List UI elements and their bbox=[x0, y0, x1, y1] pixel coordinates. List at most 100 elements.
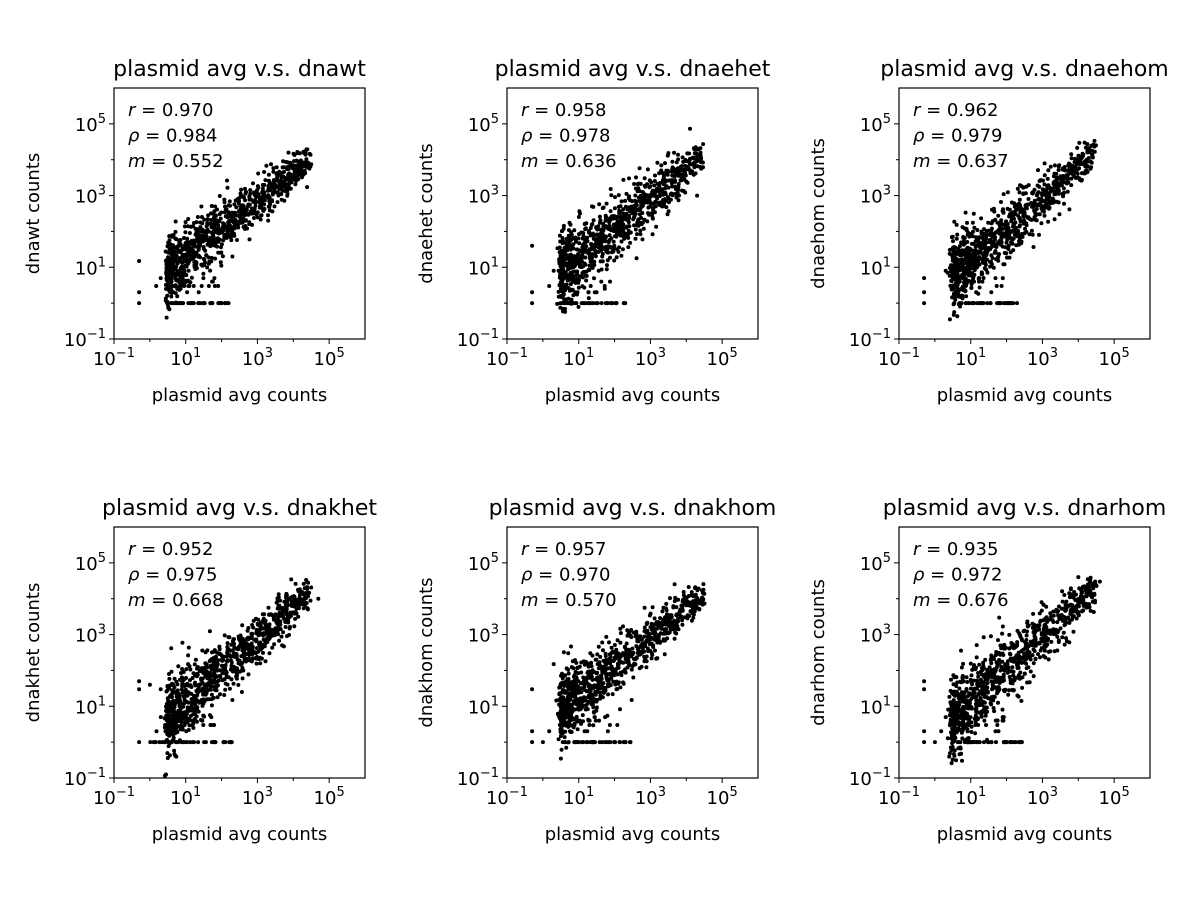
scatter-point bbox=[276, 604, 281, 609]
scatter-point bbox=[642, 634, 647, 639]
scatter-point bbox=[184, 247, 189, 252]
scatter-point bbox=[1018, 210, 1023, 215]
scatter-point bbox=[590, 653, 595, 658]
scatter-point bbox=[995, 255, 1000, 260]
scatter-point bbox=[689, 618, 694, 623]
scatter-point bbox=[998, 242, 1003, 247]
scatter-point bbox=[664, 205, 669, 210]
scatter-point bbox=[243, 198, 247, 203]
scatter-point bbox=[272, 627, 277, 632]
scatter-point bbox=[200, 676, 205, 681]
scatter-point bbox=[1038, 178, 1043, 183]
scatter-point bbox=[586, 290, 591, 295]
scatter-point bbox=[170, 270, 175, 274]
scatter-points bbox=[922, 575, 1102, 766]
scatter-point bbox=[558, 250, 563, 255]
scatter-point bbox=[701, 597, 706, 602]
scatter-point bbox=[181, 740, 186, 745]
scatter-point bbox=[562, 249, 567, 254]
scatter-point bbox=[654, 656, 659, 661]
scatter-point bbox=[1017, 236, 1022, 241]
scatter-point bbox=[192, 662, 197, 667]
scatter-point bbox=[576, 215, 581, 219]
panel-title: plasmid avg v.s. dnaehom bbox=[880, 57, 1169, 82]
scatter-point bbox=[193, 696, 198, 701]
scatter-point bbox=[655, 160, 660, 165]
scatter-point bbox=[216, 227, 221, 232]
scatter-point bbox=[619, 199, 624, 204]
scatter-point bbox=[567, 702, 572, 707]
scatter-point bbox=[653, 173, 657, 178]
y-axis-label: dnawt counts bbox=[23, 153, 44, 275]
scatter-point bbox=[981, 256, 986, 261]
scatter-point bbox=[647, 185, 652, 190]
scatter-point bbox=[1046, 219, 1051, 224]
scatter-point bbox=[167, 238, 172, 243]
scatter-point bbox=[563, 729, 568, 734]
scatter-point bbox=[209, 740, 214, 745]
scatter-point bbox=[584, 278, 589, 283]
scatter-point bbox=[270, 645, 275, 650]
scatter-point bbox=[594, 705, 599, 710]
scatter-point bbox=[1012, 201, 1017, 206]
y-tick-label: 10−1 bbox=[64, 327, 106, 351]
scatter-point bbox=[608, 218, 612, 223]
scatter-point bbox=[1025, 215, 1030, 220]
scatter-point bbox=[1065, 189, 1070, 194]
scatter-point bbox=[198, 301, 203, 306]
scatter-point bbox=[587, 230, 592, 235]
y-axis-label: dnakhet counts bbox=[23, 583, 44, 723]
scatter-point bbox=[247, 194, 252, 199]
scatter-point bbox=[169, 740, 174, 745]
scatter-point bbox=[1034, 218, 1039, 223]
scatter-point bbox=[574, 676, 579, 681]
scatter-point bbox=[639, 637, 644, 642]
scatter-point bbox=[595, 652, 600, 657]
scatter-point bbox=[258, 640, 263, 645]
scatter-point bbox=[298, 598, 302, 603]
scatter-point bbox=[672, 636, 677, 641]
scatter-point bbox=[228, 203, 232, 208]
scatter-point bbox=[267, 180, 272, 185]
scatter-point bbox=[276, 193, 281, 198]
scatter-point bbox=[1088, 166, 1093, 171]
panel-title: plasmid avg v.s. dnakhom bbox=[489, 496, 777, 521]
scatter-point bbox=[212, 655, 217, 660]
scatter-point bbox=[618, 204, 623, 209]
scatter-point bbox=[1021, 213, 1026, 218]
scatter-point bbox=[608, 244, 612, 249]
scatter-point bbox=[686, 600, 691, 605]
scatter-point bbox=[592, 710, 596, 715]
scatter-point bbox=[628, 633, 633, 638]
scatter-point bbox=[278, 626, 282, 631]
x-tick-label: 10−1 bbox=[93, 346, 135, 370]
scatter-point bbox=[177, 273, 181, 278]
scatter-point bbox=[977, 285, 982, 290]
panel-title: plasmid avg v.s. dnaehet bbox=[495, 57, 771, 82]
scatter-point bbox=[227, 199, 232, 204]
scatter-point bbox=[316, 596, 321, 601]
scatter-point bbox=[590, 697, 595, 702]
scatter-point bbox=[572, 694, 577, 699]
scatter-point bbox=[212, 675, 217, 680]
scatter-point bbox=[677, 169, 682, 174]
scatter-point bbox=[228, 654, 233, 659]
scatter-point bbox=[954, 236, 959, 241]
scatter-point bbox=[181, 678, 185, 683]
scatter-point bbox=[228, 658, 233, 663]
scatter-point bbox=[557, 257, 562, 262]
scatter-point bbox=[256, 171, 261, 176]
scatter-point bbox=[637, 206, 642, 211]
scatter-point bbox=[611, 239, 616, 244]
scatter-point bbox=[581, 719, 585, 724]
scatter-point bbox=[547, 284, 552, 288]
scatter-point bbox=[210, 279, 215, 284]
scatter-point bbox=[689, 162, 694, 167]
scatter-point bbox=[585, 239, 590, 244]
scatter-point bbox=[286, 185, 291, 190]
plot-frame bbox=[898, 87, 1151, 340]
scatter-point bbox=[555, 301, 560, 306]
scatter-point bbox=[557, 233, 562, 238]
scatter-point bbox=[243, 224, 248, 228]
y-tick-label: 101 bbox=[468, 255, 499, 279]
